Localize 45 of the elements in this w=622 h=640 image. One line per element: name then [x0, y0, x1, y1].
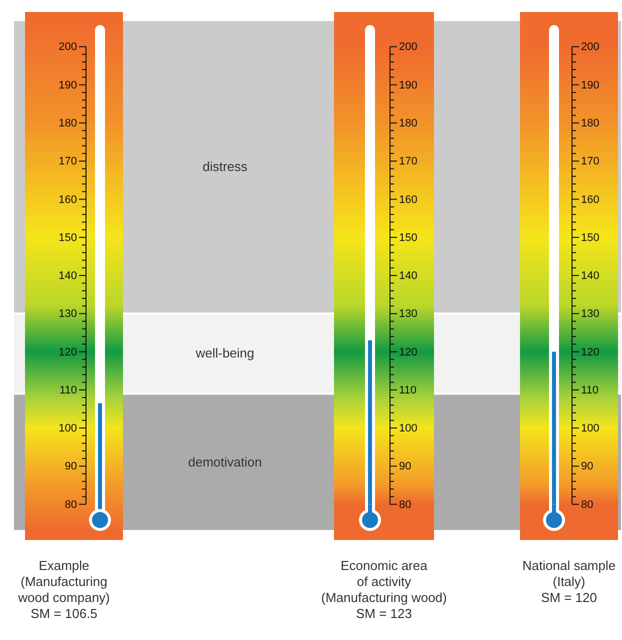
- y-tick-label: 110: [581, 384, 599, 396]
- y-tick-label: 130: [581, 308, 600, 320]
- y-tick-label: 100: [399, 422, 418, 435]
- y-tick-label: 200: [581, 41, 600, 54]
- y-tick-label: 100: [58, 422, 77, 435]
- y-tick-label: 80: [581, 498, 594, 511]
- y-tick-label: 140: [399, 270, 418, 282]
- y-tick-label: 120: [58, 346, 77, 358]
- y-tick-label: 140: [581, 270, 600, 282]
- y-tick-label: 90: [399, 460, 412, 473]
- y-tick-label: 120: [581, 346, 600, 358]
- y-tick-label: 200: [58, 41, 77, 54]
- x-tick-label: Example (Manufacturing wood company) SM = 106.5: [17, 558, 110, 621]
- y-tick-label: 130: [58, 308, 77, 320]
- y-tick-label: 150: [581, 232, 600, 244]
- y-tick-label: 170: [58, 156, 77, 168]
- x-tick-label: National sample (Italy) SM = 120: [522, 558, 616, 605]
- y-tick-label: 170: [399, 156, 418, 168]
- y-tick-label: 90: [64, 460, 77, 473]
- band-label: distress: [202, 158, 248, 174]
- y-tick-label: 110: [59, 384, 77, 396]
- y-tick-label: 100: [581, 422, 600, 435]
- y-tick-label: 130: [399, 308, 418, 320]
- y-tick-label: 180: [581, 117, 600, 130]
- y-tick-label: 190: [399, 79, 418, 92]
- y-tick-label: 150: [399, 232, 418, 244]
- y-tick-label: 140: [58, 270, 77, 282]
- y-tick-label: 200: [399, 41, 418, 54]
- band-label: demotivation: [188, 454, 262, 470]
- y-tick-label: 150: [58, 232, 77, 244]
- band-label: well-being: [194, 346, 254, 361]
- y-tick-label: 80: [399, 498, 412, 511]
- y-tick-label: 180: [58, 117, 77, 130]
- x-tick-label: Economic area of activity (Manufacturing wood) SM = 123: [321, 558, 447, 621]
- y-tick-label: 170: [581, 156, 600, 168]
- y-tick-label: 160: [58, 194, 77, 206]
- y-tick-label: 190: [58, 79, 77, 92]
- y-tick-label: 90: [581, 460, 594, 473]
- y-tick-label: 180: [399, 117, 418, 130]
- y-tick-label: 190: [581, 79, 600, 92]
- y-tick-label: 160: [399, 194, 418, 206]
- y-tick-label: 120: [399, 346, 418, 358]
- y-tick-label: 110: [399, 384, 417, 396]
- y-tick-label: 160: [581, 194, 600, 206]
- y-tick-label: 80: [64, 498, 77, 511]
